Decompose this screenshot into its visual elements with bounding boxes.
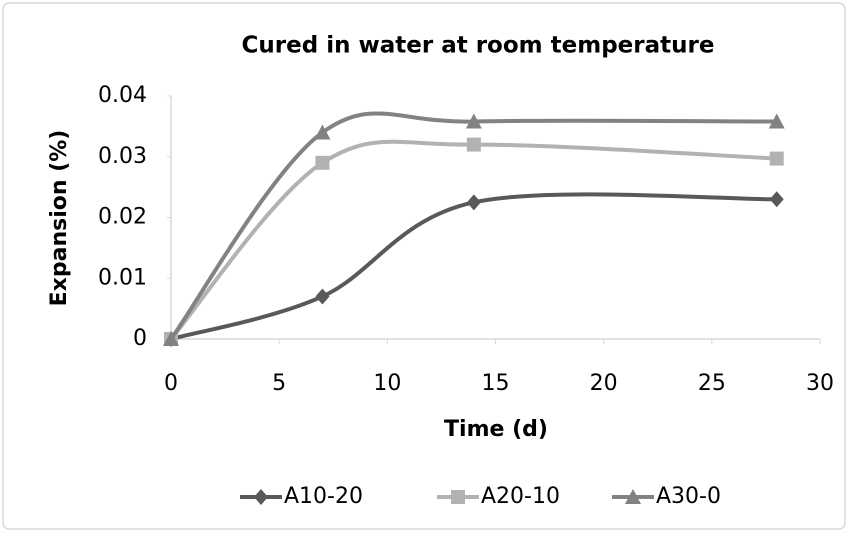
marker bbox=[769, 191, 784, 208]
x-tick-label: 20 bbox=[590, 371, 618, 396]
y-axis-label: Expansion (%) bbox=[47, 130, 72, 307]
x-axis-label: Time (d) bbox=[444, 417, 548, 442]
marker bbox=[314, 124, 331, 140]
chart-title: Cured in water at room temperature bbox=[242, 33, 715, 59]
y-tick-label: 0.04 bbox=[98, 83, 147, 108]
series-line bbox=[169, 111, 777, 341]
x-tick-label: 30 bbox=[806, 371, 834, 396]
marker bbox=[315, 288, 330, 305]
marker bbox=[769, 151, 784, 166]
series-line bbox=[170, 192, 777, 341]
marker bbox=[315, 155, 330, 170]
series-line bbox=[169, 139, 777, 341]
legend-label: A20-10 bbox=[481, 484, 560, 509]
marker bbox=[465, 113, 482, 129]
x-tick-label: 25 bbox=[698, 371, 726, 396]
y-tick-label: 0 bbox=[133, 326, 147, 351]
legend-label: A10-20 bbox=[284, 484, 363, 509]
legend-label: A30-0 bbox=[656, 484, 721, 509]
y-tick-label: 0.03 bbox=[98, 144, 147, 169]
y-tick-label: 0.02 bbox=[98, 205, 147, 230]
marker bbox=[466, 194, 481, 211]
x-tick-label: 10 bbox=[373, 371, 401, 396]
marker bbox=[163, 331, 179, 346]
y-tick-label: 0.01 bbox=[98, 265, 147, 290]
x-tick-label: 15 bbox=[482, 371, 510, 396]
marker bbox=[254, 489, 268, 505]
marker bbox=[466, 137, 481, 152]
marker bbox=[625, 489, 641, 504]
marker bbox=[768, 113, 785, 129]
x-tick-label: 0 bbox=[164, 371, 178, 396]
x-tick-label: 5 bbox=[272, 371, 286, 396]
marker bbox=[451, 490, 465, 504]
